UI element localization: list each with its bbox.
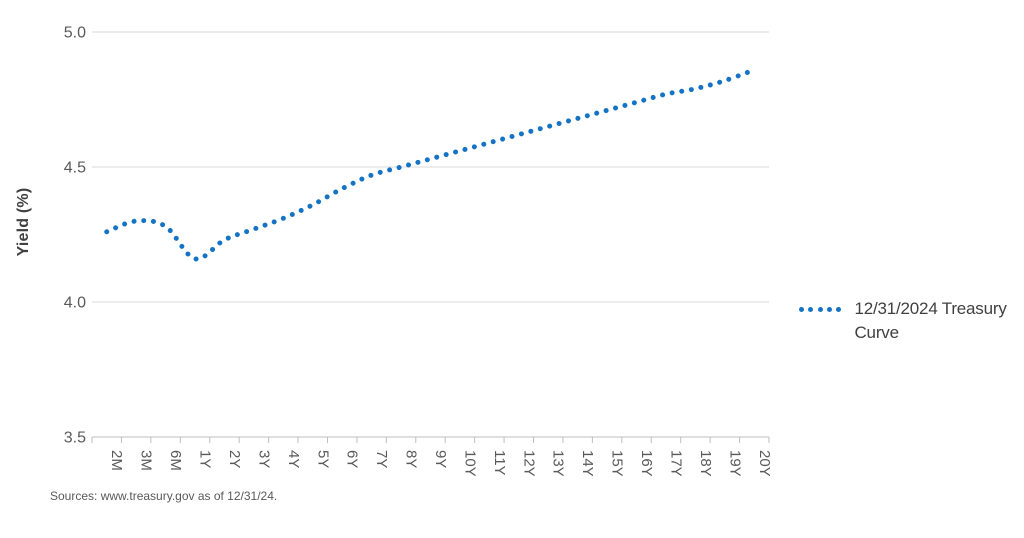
x-tick-label: 18Y xyxy=(697,450,714,477)
x-tick-label: 11Y xyxy=(491,450,508,476)
x-tick-label: 20Y xyxy=(756,450,773,477)
x-tick-label: 5Y xyxy=(314,450,331,468)
legend-dot xyxy=(836,306,842,312)
x-tick-label: 1Y xyxy=(197,450,214,468)
legend-dot xyxy=(808,306,814,312)
legend-marker-dots xyxy=(799,297,845,321)
x-tick-label: 4Y xyxy=(285,450,302,468)
x-tick-label: 6M xyxy=(167,450,184,471)
x-tick-label: 6Y xyxy=(344,450,361,468)
x-tick-label: 8Y xyxy=(403,450,420,468)
legend-dot xyxy=(826,306,832,312)
x-tick-label: 17Y xyxy=(667,450,684,477)
legend: 12/31/2024 Treasury Curve xyxy=(799,297,1024,345)
x-tick-label: 3M xyxy=(138,450,155,471)
x-tick-label: 13Y xyxy=(550,450,567,477)
y-tick-label: 3.5 xyxy=(64,430,86,447)
y-axis-title: Yield (%) xyxy=(15,187,32,257)
x-tick-label: 3Y xyxy=(255,450,272,468)
x-tick-label: 10Y xyxy=(461,450,478,477)
treasury-curve-dotted-line xyxy=(104,67,757,262)
y-tick-label: 4.5 xyxy=(64,160,86,177)
x-tick-label: 2Y xyxy=(226,450,243,468)
legend-label: 12/31/2024 Treasury Curve xyxy=(854,299,1007,342)
x-tick-label: 15Y xyxy=(609,450,626,477)
x-tick-label: 7Y xyxy=(373,450,390,468)
x-tick-label: 12Y xyxy=(520,450,537,477)
y-tick-label: 4.0 xyxy=(64,295,86,312)
y-tick-label: 5.0 xyxy=(64,25,86,42)
legend-dot xyxy=(799,306,804,312)
x-tick-label: 2M xyxy=(108,450,125,471)
x-tick-label: 14Y xyxy=(579,450,596,477)
legend-dot xyxy=(817,306,823,312)
sources-note: Sources: www.treasury.gov as of 12/31/24… xyxy=(50,489,278,503)
x-tick-label: 16Y xyxy=(638,450,655,477)
x-tick-label: 9Y xyxy=(432,450,449,468)
x-tick-label: 19Y xyxy=(726,450,743,477)
